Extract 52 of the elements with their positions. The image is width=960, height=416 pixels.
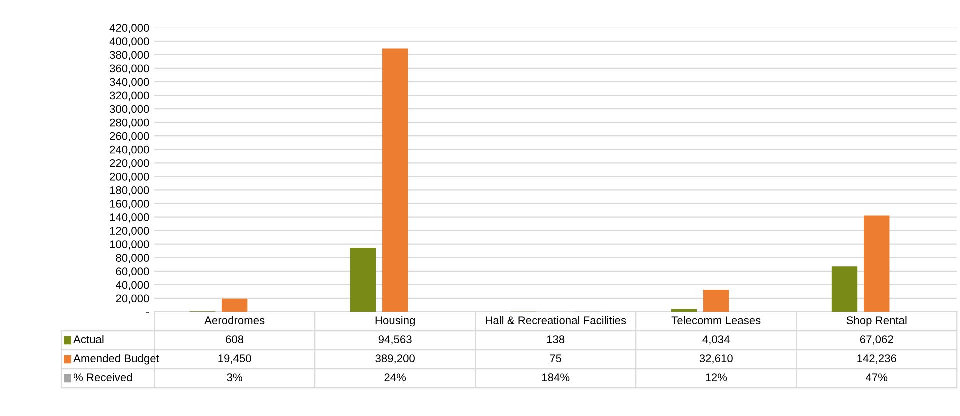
y-tick-label: 20,000 (116, 294, 150, 304)
bar (864, 216, 890, 312)
data-label: 142,236 (858, 354, 896, 364)
data-label: 19,450 (218, 354, 252, 364)
data-label: 94,563 (378, 336, 412, 345)
x-tick-label: Telecomm Leases (672, 316, 761, 324)
x-tick-label: Aerodromes (204, 316, 265, 324)
data-label: 138 (547, 336, 565, 344)
y-tick-label: - (146, 312, 150, 314)
data-label: 47% (866, 374, 888, 382)
bar (704, 290, 730, 312)
x-tick-label: Hall & Recreational Facilities (486, 316, 626, 324)
data-label: 32,610 (700, 354, 733, 364)
data-label: 184% (542, 374, 570, 382)
y-tick-label: 220,000 (110, 159, 150, 169)
data-label: 3% (227, 374, 242, 382)
data-label: 389,200 (376, 354, 415, 364)
bar (350, 248, 376, 312)
data-label: 75 (550, 354, 562, 363)
data-label: 608 (226, 336, 244, 344)
bar (832, 266, 858, 312)
y-tick-label: 240,000 (110, 146, 150, 156)
y-tick-label: 40,000 (116, 281, 150, 290)
bar (222, 298, 248, 312)
x-tick-label: Shop Rental (846, 316, 907, 327)
y-tick-label: 120,000 (110, 227, 150, 236)
y-tick-label: 340,000 (110, 78, 150, 88)
data-label: 24% (384, 374, 406, 382)
data-label: 12% (706, 374, 728, 382)
y-tick-label: 200,000 (110, 172, 150, 182)
bar (382, 48, 408, 312)
y-tick-label: 320,000 (110, 92, 150, 101)
y-tick-label: 100,000 (110, 240, 150, 250)
y-tick-label: 400,000 (110, 38, 150, 47)
y-tick-label: 140,000 (110, 214, 150, 223)
legend-label: Amended Budget (74, 354, 160, 365)
y-tick-label: 160,000 (110, 200, 150, 210)
y-tick-label: 80,000 (116, 254, 150, 264)
y-tick-label: 180,000 (110, 186, 150, 196)
legend-label: Actual (74, 335, 104, 344)
bar (671, 309, 698, 312)
legend-label: % Received (74, 373, 132, 382)
x-tick-label: Housing (376, 316, 415, 327)
data-label: 4,034 (702, 336, 730, 345)
y-tick-label: 360,000 (110, 64, 150, 74)
y-tick-label: 280,000 (110, 118, 150, 128)
y-tick-label: 60,000 (116, 268, 150, 277)
y-tick-label: 380,000 (110, 51, 150, 60)
data-label: 67,062 (860, 336, 894, 345)
y-tick-label: 420,000 (110, 24, 150, 34)
y-tick-label: 260,000 (110, 132, 150, 142)
y-tick-label: 300,000 (110, 105, 150, 114)
